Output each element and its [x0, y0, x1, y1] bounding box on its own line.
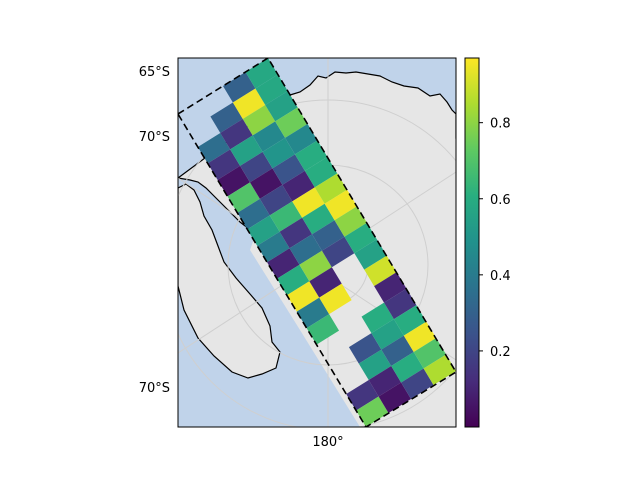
swath-cell — [259, 184, 293, 216]
swath-cell — [207, 149, 241, 180]
swath-cell — [282, 170, 315, 202]
swath-cell — [255, 74, 288, 105]
swath-cell — [319, 283, 352, 315]
swath-cell — [356, 396, 389, 427]
swath-cell — [276, 264, 310, 296]
swath-cell — [292, 187, 325, 218]
swath-cell — [384, 288, 417, 320]
swath-cell — [275, 107, 308, 138]
swath-outline — [178, 58, 456, 427]
swath-cell — [403, 321, 437, 353]
left-label-65s: 65°S — [139, 65, 170, 80]
swath-cell — [374, 272, 407, 303]
swath-cell — [247, 215, 280, 246]
swath-cell — [240, 151, 273, 183]
colorbar-tick-label: 0.4 — [490, 269, 511, 284]
swath-cell — [210, 102, 243, 133]
colorbar-ticks: 0.2 0.4 0.6 0.8 — [479, 117, 511, 360]
swath-cell — [312, 220, 345, 251]
swath-cell — [324, 189, 358, 221]
swath-cell — [279, 217, 313, 249]
map-frame — [177, 57, 457, 428]
swath-cell — [304, 156, 338, 188]
left-label-70s-top: 70°S — [139, 130, 170, 145]
swath-cell — [286, 281, 320, 312]
swath-cell — [306, 314, 340, 345]
swath-cell — [262, 137, 295, 169]
swath-cell — [296, 297, 330, 329]
swath-cell — [354, 239, 387, 270]
swath-cell — [220, 118, 253, 150]
left-label-70s-bottom: 70°S — [139, 381, 170, 396]
swath-cell — [361, 302, 394, 334]
swath-cell — [334, 206, 367, 237]
swath-cell — [302, 203, 335, 235]
swath-cell — [344, 222, 377, 254]
swath-cells — [197, 58, 456, 427]
swath-cell — [393, 305, 427, 336]
swath-cell — [242, 104, 276, 136]
swath-cell — [381, 335, 414, 367]
swath-cell — [265, 90, 298, 122]
swath-cell — [423, 354, 456, 385]
swath-cell — [252, 121, 286, 152]
bottom-label-180: 180° — [312, 435, 343, 450]
swath-cell — [227, 182, 260, 213]
map-axes — [178, 58, 456, 427]
swath-cell — [197, 132, 231, 164]
swath-cell — [269, 201, 303, 232]
swath-cell — [391, 352, 424, 383]
swath-cell — [368, 366, 402, 397]
swath-cell — [294, 140, 328, 171]
colorbar-tick-label: 0.6 — [490, 193, 511, 208]
swath-cell — [314, 173, 348, 204]
swath-cell — [285, 123, 318, 155]
swath-cell — [257, 231, 290, 263]
swath-cell — [299, 250, 332, 282]
colorbar: 0.2 0.4 0.6 0.8 — [464, 57, 511, 428]
colorbar-tick-label: 0.8 — [490, 117, 511, 132]
swath-cell — [371, 319, 404, 350]
swath-cell — [401, 368, 434, 399]
swath-cell — [321, 236, 355, 268]
swath-cell — [232, 88, 266, 119]
swath-cell — [413, 338, 447, 369]
swath-cell — [267, 248, 300, 279]
colorbar-tick-label: 0.2 — [490, 345, 511, 360]
swath-cell — [346, 380, 379, 411]
swath-cell — [237, 198, 270, 230]
swath-cell — [223, 72, 256, 103]
swath-cell — [289, 234, 322, 265]
swath-cell — [309, 267, 342, 298]
swath-cell — [249, 168, 283, 199]
swath-cell — [364, 255, 397, 287]
swath-cell — [378, 382, 411, 413]
swath-cell — [245, 58, 278, 89]
colorbar-gradient — [464, 57, 480, 428]
swath-cell — [230, 135, 263, 166]
swath-cell — [272, 154, 305, 185]
swath-cell — [358, 349, 392, 381]
swath-cell — [217, 165, 250, 197]
swath-cell — [348, 333, 382, 364]
